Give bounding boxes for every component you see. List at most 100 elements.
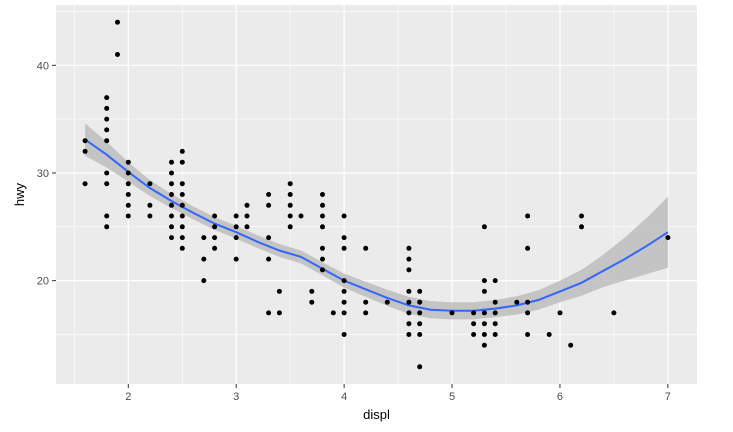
y-tick-label: 30 bbox=[37, 168, 49, 180]
data-point bbox=[471, 310, 477, 316]
data-point bbox=[104, 181, 110, 187]
data-point bbox=[104, 213, 110, 219]
data-point bbox=[125, 181, 131, 187]
data-point bbox=[330, 310, 336, 316]
data-point bbox=[179, 159, 185, 165]
data-point bbox=[417, 321, 423, 327]
data-point bbox=[579, 224, 584, 230]
data-point bbox=[568, 342, 574, 348]
data-point bbox=[320, 267, 325, 273]
data-point bbox=[266, 202, 272, 208]
data-point bbox=[611, 310, 617, 316]
data-point bbox=[320, 213, 325, 219]
data-point bbox=[276, 310, 282, 316]
data-point bbox=[363, 310, 369, 316]
data-point bbox=[287, 181, 293, 187]
data-point bbox=[147, 202, 153, 208]
data-point bbox=[287, 202, 293, 208]
data-point bbox=[492, 278, 498, 284]
data-point bbox=[179, 181, 185, 187]
x-axis-title: displ bbox=[363, 407, 390, 422]
data-point bbox=[244, 224, 250, 230]
data-point bbox=[341, 332, 347, 337]
data-point bbox=[579, 213, 584, 219]
data-point bbox=[481, 288, 487, 294]
data-point bbox=[417, 299, 423, 305]
data-point bbox=[309, 288, 315, 294]
data-point bbox=[341, 235, 347, 241]
data-point bbox=[169, 235, 174, 241]
data-points bbox=[82, 19, 671, 370]
data-point bbox=[82, 138, 88, 144]
data-point bbox=[125, 159, 131, 165]
data-point bbox=[525, 245, 531, 251]
data-point bbox=[320, 245, 325, 251]
data-point bbox=[525, 310, 531, 316]
data-point bbox=[212, 245, 218, 251]
y-tick-label: 40 bbox=[37, 60, 49, 72]
data-point bbox=[406, 332, 412, 337]
data-point bbox=[169, 192, 174, 197]
data-point bbox=[320, 192, 325, 197]
data-point bbox=[169, 202, 174, 208]
data-point bbox=[406, 256, 412, 262]
data-point bbox=[212, 213, 218, 219]
data-point bbox=[406, 310, 412, 316]
data-point bbox=[125, 202, 131, 208]
data-point bbox=[492, 321, 498, 327]
data-point bbox=[471, 332, 477, 337]
data-point bbox=[449, 310, 455, 316]
y-tick-label: 20 bbox=[37, 276, 49, 288]
data-point bbox=[276, 288, 282, 294]
data-point bbox=[525, 213, 531, 219]
data-point bbox=[417, 332, 423, 337]
data-point bbox=[309, 299, 315, 305]
data-point bbox=[201, 235, 207, 241]
data-point bbox=[104, 95, 110, 101]
data-point bbox=[104, 116, 110, 122]
data-point bbox=[169, 224, 174, 230]
data-point bbox=[481, 342, 487, 348]
data-point bbox=[492, 332, 498, 337]
data-point bbox=[104, 105, 110, 111]
data-point bbox=[266, 310, 272, 316]
data-point bbox=[266, 235, 272, 241]
data-point bbox=[320, 224, 325, 230]
data-point bbox=[557, 310, 563, 316]
data-point bbox=[481, 278, 487, 284]
data-point bbox=[417, 310, 423, 316]
data-point bbox=[406, 299, 412, 305]
x-tick-label: 4 bbox=[341, 391, 347, 403]
data-point bbox=[104, 224, 110, 230]
data-point bbox=[212, 235, 218, 241]
data-point bbox=[406, 245, 412, 251]
data-point bbox=[233, 235, 239, 241]
data-point bbox=[287, 213, 293, 219]
data-point bbox=[169, 181, 174, 187]
data-point bbox=[665, 235, 671, 241]
data-point bbox=[320, 202, 325, 208]
data-point bbox=[244, 202, 250, 208]
data-point bbox=[169, 159, 174, 165]
y-axis-title: hwy bbox=[12, 182, 27, 206]
data-point bbox=[266, 192, 272, 197]
data-point bbox=[169, 213, 174, 219]
data-point bbox=[115, 52, 120, 57]
data-point bbox=[179, 213, 185, 219]
data-point bbox=[104, 138, 110, 144]
data-point bbox=[341, 278, 347, 284]
data-point bbox=[104, 170, 110, 176]
data-point bbox=[341, 299, 347, 305]
x-axis-ticks: 2 3 4 5 6 7 bbox=[125, 384, 671, 403]
data-point bbox=[212, 224, 218, 230]
data-point bbox=[104, 127, 110, 133]
data-point bbox=[244, 213, 250, 219]
data-point bbox=[492, 310, 498, 316]
x-tick-label: 7 bbox=[665, 391, 671, 403]
data-point bbox=[233, 256, 239, 262]
data-point bbox=[287, 192, 293, 197]
data-point bbox=[115, 19, 120, 25]
data-point bbox=[546, 332, 552, 337]
data-point bbox=[341, 213, 347, 219]
